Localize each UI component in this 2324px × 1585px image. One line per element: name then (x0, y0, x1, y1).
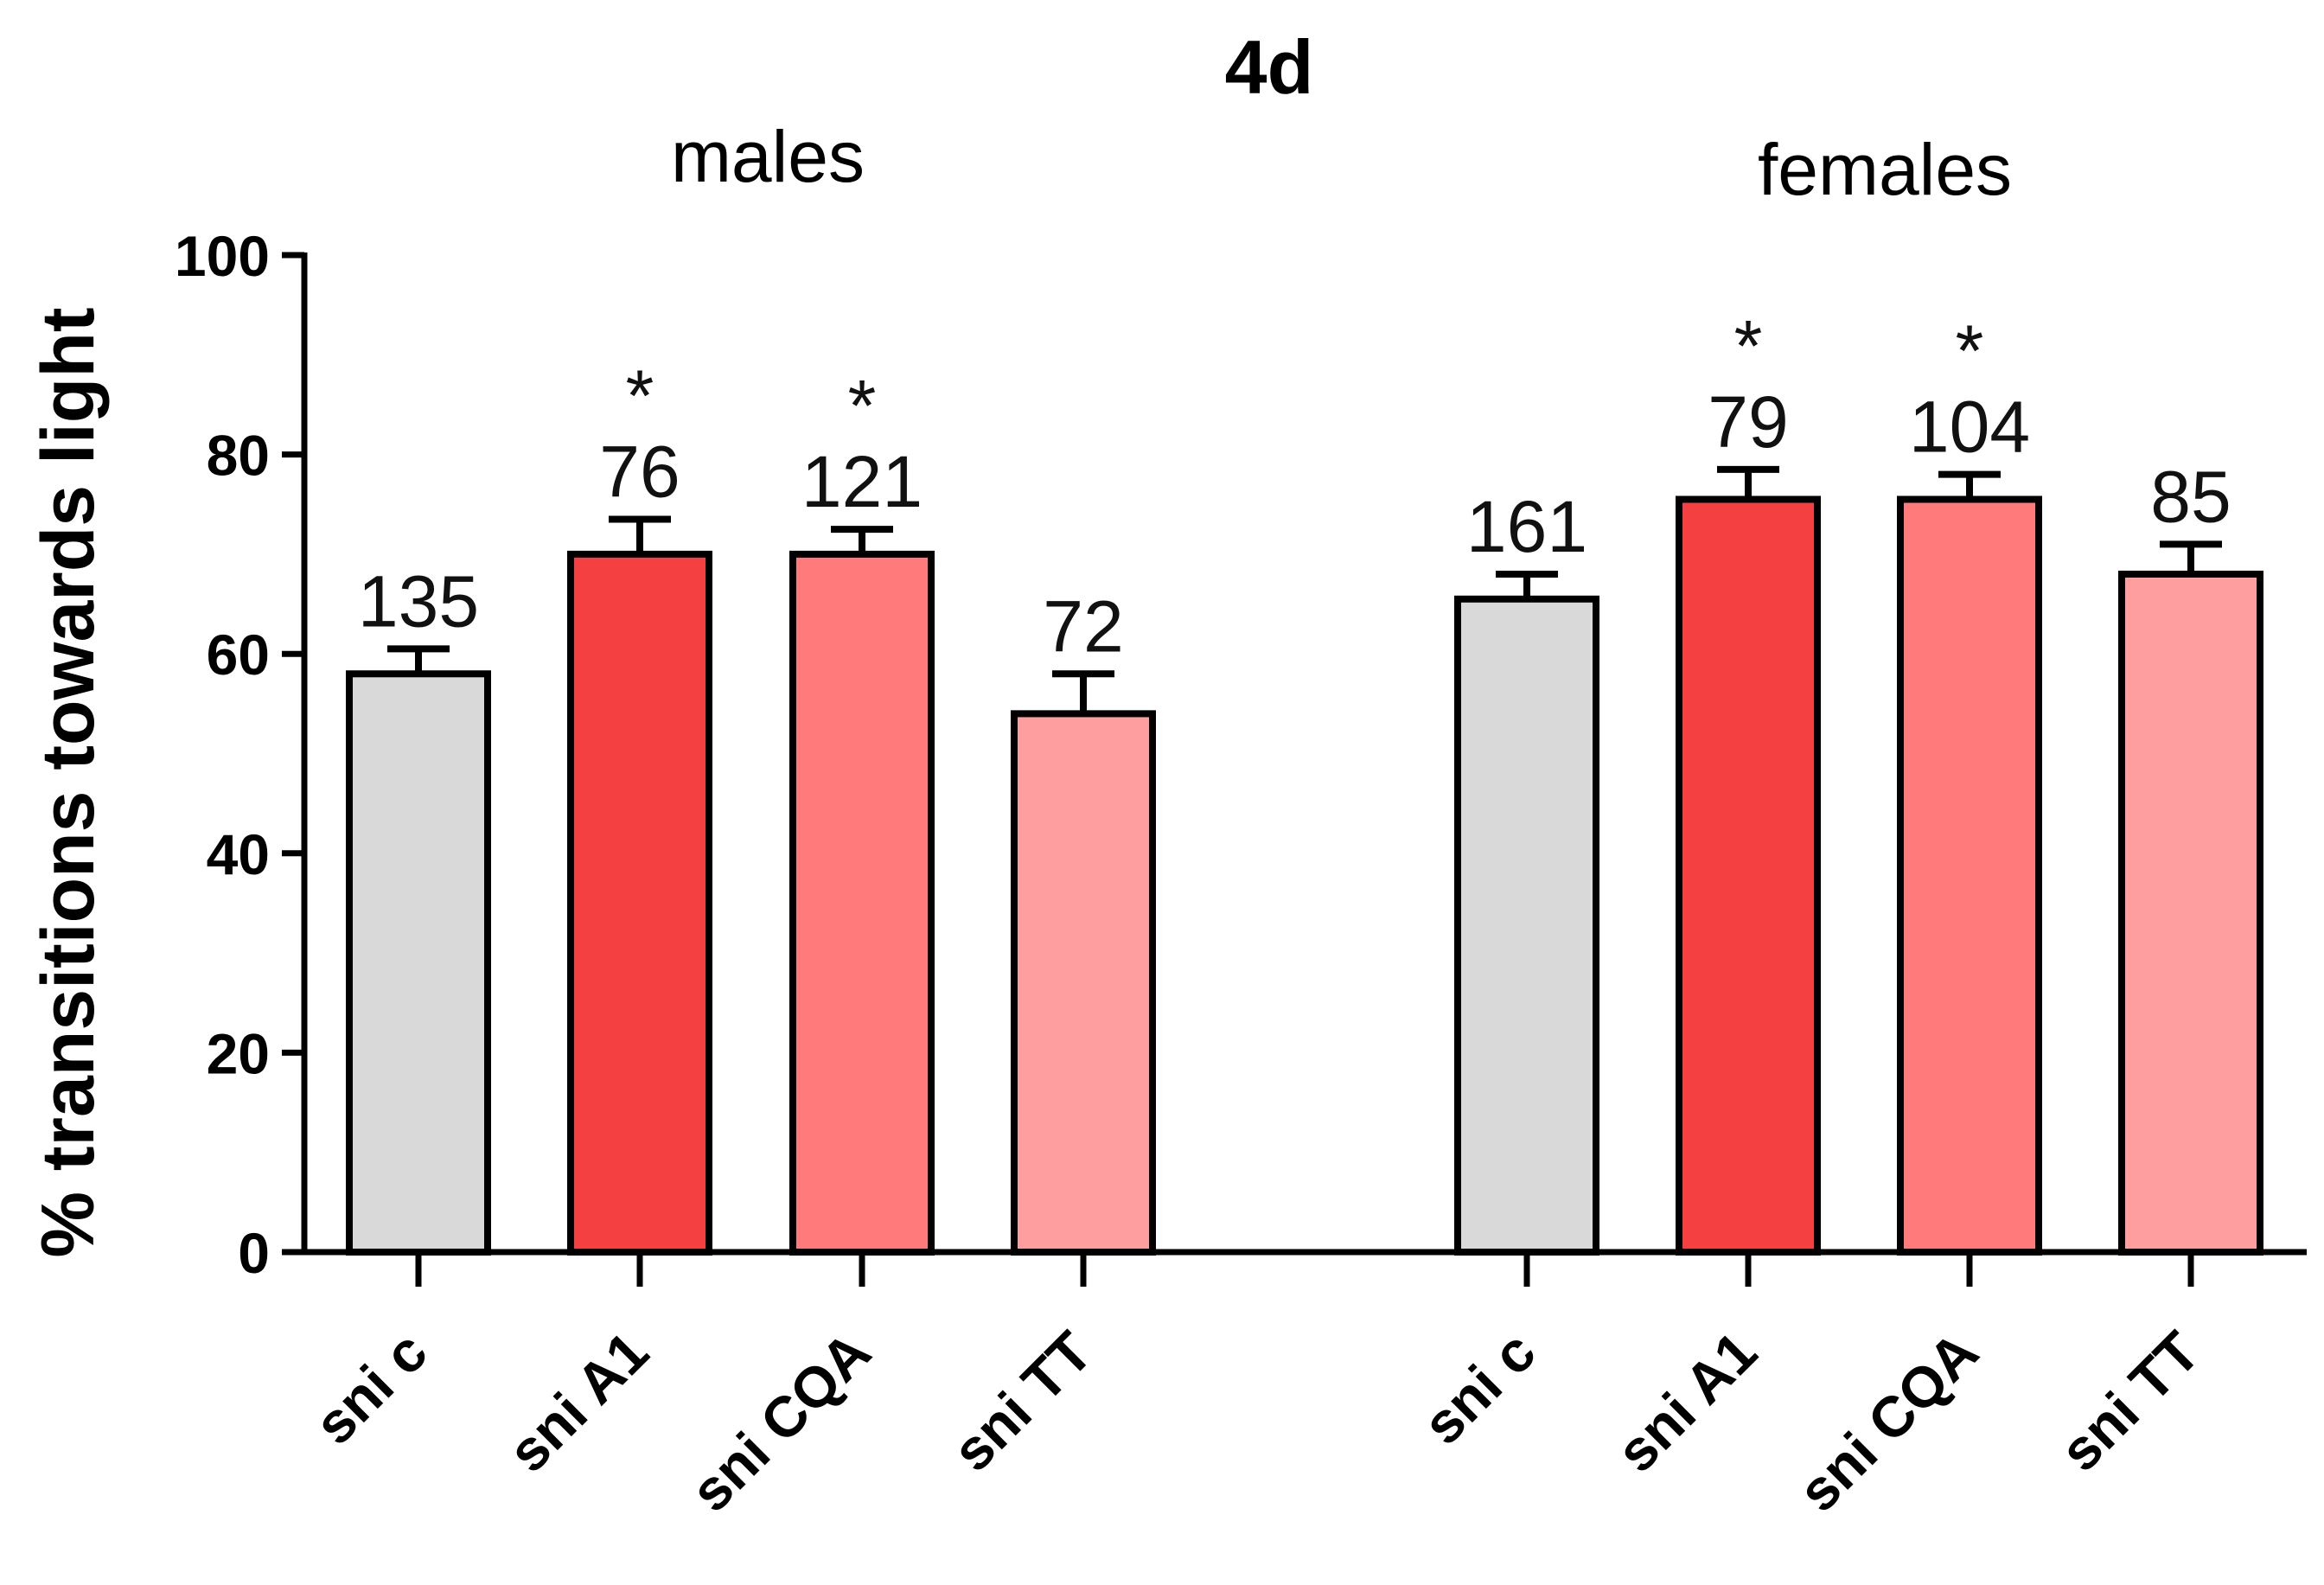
x-tick-label: sni TT (2047, 1320, 2212, 1484)
y-axis-label: % transitions towards light (27, 308, 110, 1258)
data-label: 85 (2150, 456, 2231, 537)
y-tick-label: 80 (207, 424, 270, 488)
x-tick-label: sni CQA (1785, 1320, 1989, 1524)
chart-title: 4d (1225, 24, 1314, 110)
group-label: females (1758, 129, 2012, 210)
data-label: 79 (1708, 381, 1788, 463)
data-label: 161 (1466, 486, 1587, 567)
bar (346, 670, 491, 1256)
x-tick-label: sni A1 (495, 1320, 661, 1485)
group-label: males (671, 116, 865, 197)
data-label: 135 (358, 560, 479, 642)
x-tick-label: sni CQA (678, 1320, 882, 1524)
bar (789, 550, 935, 1256)
bar (1011, 710, 1156, 1256)
significance-mark: * (626, 355, 654, 437)
y-tick-label: 40 (207, 822, 270, 886)
y-tick-label: 60 (207, 623, 270, 687)
bar (567, 550, 712, 1256)
x-tick-label: sni TT (940, 1320, 1104, 1484)
data-label: 76 (599, 431, 680, 513)
x-tick-label: sni A1 (1604, 1320, 1769, 1485)
significance-mark: * (1956, 310, 1984, 392)
group-labels: males females (671, 116, 2012, 210)
y-tick-label: 0 (238, 1221, 270, 1285)
bar (2118, 570, 2263, 1256)
y-tick-label: 20 (207, 1021, 270, 1085)
significance-mark: * (1734, 305, 1763, 387)
bars (346, 465, 2263, 1256)
y-tick-label: 100 (175, 224, 270, 288)
data-label: 121 (801, 441, 923, 522)
data-label: 72 (1043, 585, 1123, 667)
x-tick-label: sni c (1410, 1320, 1548, 1457)
bar (1897, 495, 2042, 1256)
data-label: 104 (1909, 387, 2030, 468)
x-tick-label: sni c (302, 1320, 439, 1457)
bar (1676, 495, 1821, 1256)
bar (1454, 595, 1599, 1256)
significance-mark: * (848, 365, 877, 446)
